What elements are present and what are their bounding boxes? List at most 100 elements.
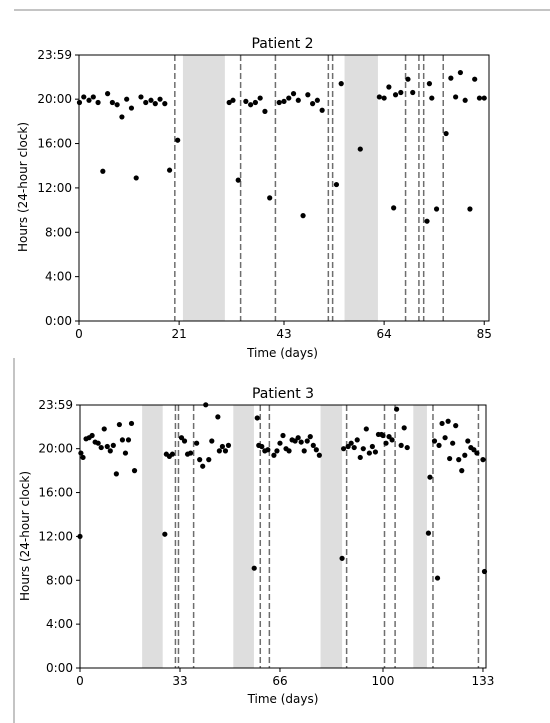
data-point xyxy=(467,206,473,212)
data-point xyxy=(122,450,129,456)
data-point xyxy=(465,438,471,444)
data-point xyxy=(310,442,316,448)
x-tick-label: 100 xyxy=(372,674,395,688)
data-point xyxy=(447,455,453,462)
data-point xyxy=(295,97,301,103)
chart-panel-patient-3: Patient 3 Time (days) Hours (24-hour clo… xyxy=(18,386,494,706)
data-point xyxy=(426,81,433,87)
data-point xyxy=(450,440,456,446)
data-point xyxy=(110,442,116,448)
data-point xyxy=(89,432,95,439)
chart-panel-patient-2: Patient 2 Time (days) Hours (24-hour clo… xyxy=(16,36,492,360)
data-point xyxy=(462,452,468,458)
data-point xyxy=(333,181,340,188)
y-axis-label: Hours (24-hour clock) xyxy=(18,471,32,601)
data-point xyxy=(357,146,363,152)
data-point xyxy=(319,107,325,113)
data-point xyxy=(445,418,451,424)
data-point xyxy=(391,205,397,211)
data-point xyxy=(316,452,322,458)
data-point xyxy=(178,435,185,441)
data-point xyxy=(392,92,399,98)
data-point xyxy=(471,447,477,453)
data-point xyxy=(424,218,430,224)
data-point xyxy=(128,105,135,111)
data-point xyxy=(410,89,416,96)
data-point xyxy=(386,84,392,90)
x-tick-label: 43 xyxy=(276,327,291,341)
data-point xyxy=(252,99,258,106)
data-point xyxy=(366,450,372,456)
data-point xyxy=(304,438,310,444)
data-point xyxy=(474,450,480,456)
data-point xyxy=(456,457,462,463)
y-axis-label: Hours (24-hour clock) xyxy=(16,122,30,252)
data-point xyxy=(290,91,297,97)
data-point xyxy=(166,167,173,173)
data-point xyxy=(357,454,363,461)
data-point xyxy=(476,95,483,101)
data-point xyxy=(194,440,200,446)
x-axis-label: Time (days) xyxy=(247,692,319,706)
data-point xyxy=(274,448,280,454)
data-point xyxy=(310,101,316,107)
data-point xyxy=(305,92,311,98)
data-point xyxy=(265,447,271,453)
data-point xyxy=(389,437,395,443)
data-point xyxy=(439,420,445,427)
data-point xyxy=(481,95,487,101)
data-point xyxy=(206,457,212,463)
x-tick-label: 64 xyxy=(376,327,391,341)
data-point xyxy=(80,454,86,461)
data-point xyxy=(90,94,96,100)
data-point xyxy=(243,98,249,104)
data-point xyxy=(363,426,369,432)
data-point xyxy=(162,101,168,107)
data-point xyxy=(434,575,441,581)
data-point xyxy=(339,555,345,561)
data-point xyxy=(472,76,478,82)
data-point xyxy=(124,96,130,102)
data-point xyxy=(215,414,221,420)
data-point xyxy=(267,195,273,201)
data-point xyxy=(119,114,125,120)
x-tick-label: 66 xyxy=(272,674,287,688)
shaded-span xyxy=(413,405,427,668)
data-point xyxy=(425,530,432,536)
x-tick-label: 133 xyxy=(472,674,495,688)
data-point xyxy=(286,448,292,454)
data-point xyxy=(381,95,387,101)
y-tick-label: 0:00 xyxy=(46,661,73,675)
data-point xyxy=(113,471,119,477)
data-point xyxy=(369,443,375,450)
data-point xyxy=(86,97,92,103)
data-point xyxy=(386,434,392,440)
data-point xyxy=(354,437,360,443)
data-point xyxy=(219,443,226,450)
shaded-span xyxy=(320,405,343,668)
data-point xyxy=(148,97,154,103)
data-point xyxy=(453,94,459,100)
y-tick-label: 23:59 xyxy=(38,398,73,412)
data-point xyxy=(105,91,111,97)
data-point xyxy=(398,89,404,96)
data-point xyxy=(351,444,357,451)
data-point xyxy=(81,94,87,100)
data-point xyxy=(152,101,158,107)
data-point xyxy=(114,102,120,108)
data-point xyxy=(162,531,168,537)
data-point xyxy=(313,447,319,453)
y-tick-label: 12:00 xyxy=(37,181,72,195)
y-tick-label: 4:00 xyxy=(46,617,73,631)
plot-area xyxy=(76,55,487,321)
data-point xyxy=(143,99,149,106)
data-point xyxy=(443,130,449,137)
data-point xyxy=(404,444,410,451)
y-tick-label: 12:00 xyxy=(38,529,73,543)
data-point xyxy=(398,442,404,448)
data-point xyxy=(200,463,206,469)
shaded-span xyxy=(233,405,254,668)
data-point xyxy=(436,442,442,448)
data-point xyxy=(222,448,229,454)
